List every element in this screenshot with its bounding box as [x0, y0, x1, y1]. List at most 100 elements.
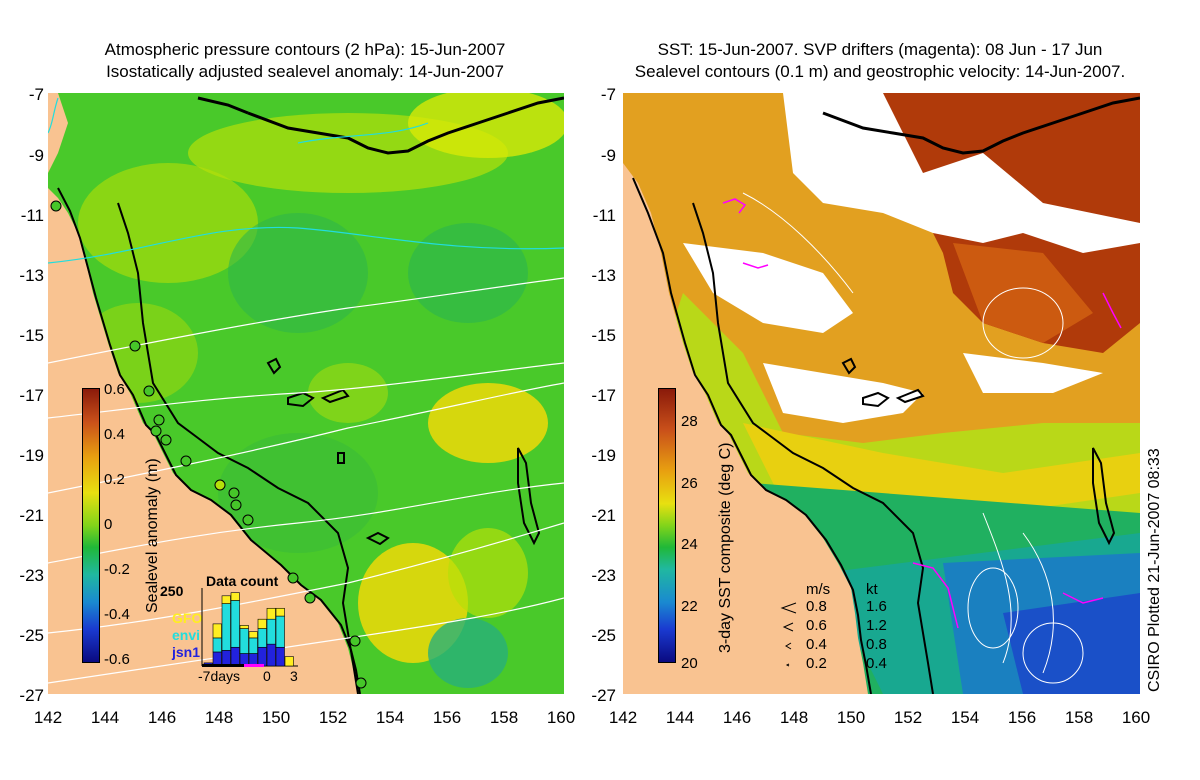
histogram-bar-envi	[230, 600, 240, 648]
right-lon-tick: 150	[836, 708, 866, 727]
left-lat-tick: -17	[19, 386, 44, 405]
speed-arrows	[780, 602, 797, 667]
left-lat-tick: -15	[19, 326, 44, 345]
histogram-bar-gfo	[284, 656, 294, 667]
left-lat-tick: -19	[19, 446, 44, 465]
source-jsn1: jsn1	[172, 644, 201, 660]
speed-kt-1: 1.2	[866, 617, 887, 634]
source-envi: envi	[172, 627, 201, 643]
right-lat-tick: -21	[591, 506, 616, 525]
speed-ms-1: 0.6	[806, 617, 827, 634]
histogram-bar-gfo	[221, 595, 231, 604]
left-cb-tick-0: 0.6	[104, 381, 125, 398]
right-cb-tick-2: 24	[681, 536, 698, 553]
right-cb-tick-4: 20	[681, 655, 698, 672]
sst-colorbar	[658, 388, 676, 663]
right-title-line2: Sealevel contours (0.1 m) and geostrophi…	[634, 62, 1126, 81]
right-lat-tick: -11	[592, 206, 616, 225]
left-lon-tick: 156	[432, 708, 462, 727]
histogram-bar-gfo	[230, 592, 240, 601]
histogram-bar-envi	[239, 628, 249, 654]
left-cb-tick-3: 0	[104, 516, 113, 533]
histogram-bar-gfo	[212, 623, 222, 639]
right-lon-tick: 142	[608, 708, 638, 727]
histogram-bar-jsn1	[221, 650, 231, 667]
data-count-x-end: 3	[290, 668, 298, 684]
speed-ms-3: 0.2	[806, 655, 827, 672]
left-title-line1: Atmospheric pressure contours (2 hPa): 1…	[104, 40, 506, 59]
right-colorbar-label: 3-day SST composite (deg C)	[717, 442, 734, 653]
left-lat-tick: -23	[19, 566, 44, 585]
right-lon-tick: 144	[665, 708, 695, 727]
right-lat-tick: -9	[600, 146, 616, 165]
left-title-line2: Isostatically adjusted sealevel anomaly:…	[106, 62, 504, 81]
left-lon-tick: 148	[204, 708, 234, 727]
sealevel-colorbar	[82, 388, 100, 663]
histogram-bar-gfo	[248, 631, 258, 639]
left-cb-tick-6: -0.6	[104, 651, 130, 668]
left-lat-tick: -21	[19, 506, 44, 525]
left-cb-tick-4: -0.2	[104, 561, 130, 578]
right-lat-tick: -23	[591, 566, 616, 585]
left-lon-tick: 146	[147, 708, 177, 727]
left-cb-tick-1: 0.4	[104, 426, 125, 443]
right-lat-tick: -15	[591, 326, 616, 345]
left-map-panel: 0.6 0.4 0.2 0 -0.2 -0.4 -0.6 Sealevel an…	[48, 93, 564, 694]
speed-kt-0: 1.6	[866, 598, 887, 615]
sealevel-anomaly-map	[48, 93, 564, 694]
right-lon-tick: 160	[1121, 708, 1151, 727]
right-lon-tick: 156	[1007, 708, 1037, 727]
histogram-bar-gfo	[239, 625, 249, 629]
histogram-bar-envi	[266, 618, 276, 645]
right-lat-tick: -7	[600, 85, 616, 104]
histogram-bar-gfo	[266, 607, 276, 620]
left-lon-tick: 160	[546, 708, 576, 727]
left-cb-tick-2: 0.2	[104, 471, 125, 488]
data-count-histogram	[201, 588, 298, 667]
left-lon-tick: 158	[489, 708, 519, 727]
right-map-panel: 28 26 24 22 20 3-day SST composite (deg …	[623, 93, 1140, 694]
speed-header-ms: m/s	[806, 581, 831, 598]
right-cb-tick-3: 22	[681, 598, 698, 615]
speed-kt-2: 0.8	[866, 636, 887, 653]
right-lon-tick: 158	[1064, 708, 1094, 727]
right-lat-tick: -19	[591, 446, 616, 465]
left-lon-tick: 152	[318, 708, 348, 727]
tide-gauge-markers	[50, 200, 367, 689]
left-lat-tick: -27	[19, 686, 44, 705]
left-lon-tick: 144	[90, 708, 120, 727]
histogram-bar-envi	[221, 603, 231, 651]
left-cb-tick-5: -0.4	[104, 606, 130, 623]
right-lon-tick: 146	[722, 708, 752, 727]
right-title-line1: SST: 15-Jun-2007. SVP drifters (magenta)…	[657, 40, 1103, 59]
histogram-bar-gfo	[275, 607, 285, 617]
data-count-x-start: -7days	[198, 668, 241, 684]
right-cb-tick-1: 26	[681, 475, 698, 492]
histogram-bar-envi	[212, 637, 222, 653]
right-lat-tick: -13	[591, 266, 616, 285]
histogram-bar-gfo	[257, 618, 267, 629]
histogram-bar-envi	[275, 615, 285, 648]
speed-kt-3: 0.4	[866, 655, 887, 672]
speed-ms-0: 0.8	[806, 598, 827, 615]
source-gfo: GFO	[172, 610, 203, 626]
speed-header-kt: kt	[866, 581, 878, 598]
speed-ms-2: 0.4	[806, 636, 827, 653]
histogram-bar-jsn1	[230, 646, 240, 667]
plot-credit: CSIRO Plotted 21-Jun-2007 08:33	[1146, 448, 1163, 692]
data-count-x-zero: 0	[263, 668, 271, 684]
left-lat-tick: -13	[19, 266, 44, 285]
right-lon-tick: 148	[779, 708, 809, 727]
right-cb-tick-0: 28	[681, 413, 698, 430]
right-lat-tick: -27	[591, 686, 616, 705]
histogram-bar-jsn1	[266, 643, 276, 667]
left-lon-tick: 154	[375, 708, 405, 727]
histogram-bar-jsn1	[212, 651, 222, 667]
left-lat-tick: -11	[20, 206, 44, 225]
left-lat-tick: -9	[28, 146, 44, 165]
right-lon-tick: 152	[893, 708, 923, 727]
right-lat-tick: -17	[591, 386, 616, 405]
right-lat-tick: -25	[591, 626, 616, 645]
left-lon-tick: 150	[261, 708, 291, 727]
sst-map	[623, 93, 1140, 694]
